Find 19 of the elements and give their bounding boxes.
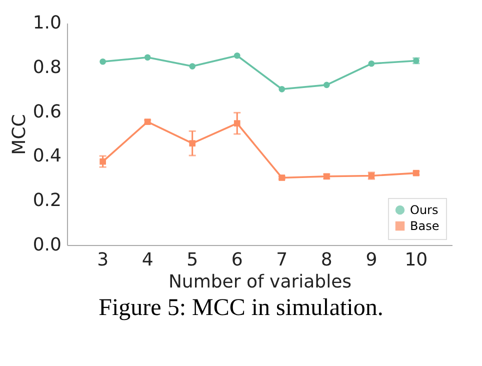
x-axis-title: Number of variables [168,272,352,292]
y-tick-label: 0.0 [32,234,62,256]
y-tick-label: 0.6 [32,101,62,122]
x-tick-label: 7 [276,250,288,270]
x-tick-label: 9 [366,250,378,270]
x-tick-label: 4 [142,250,154,270]
x-tick-label: 3 [97,250,109,270]
y-tick-label: 0.8 [32,56,62,78]
y-tick-label: 1.0 [32,12,62,34]
x-tick-label: 5 [186,250,198,270]
legend-label: Ours [410,203,438,217]
x-tick-label: 6 [231,250,243,270]
y-tick-label: 0.2 [32,190,62,212]
legend-label: Base [410,219,440,233]
caption: Figure 5: MCC in simulation. [98,295,384,322]
y-tick-label: 0.4 [32,146,62,167]
x-tick-label: 10 [404,250,428,270]
y-axis-title: MCC [8,114,30,155]
x-tick-label: 8 [320,250,332,270]
